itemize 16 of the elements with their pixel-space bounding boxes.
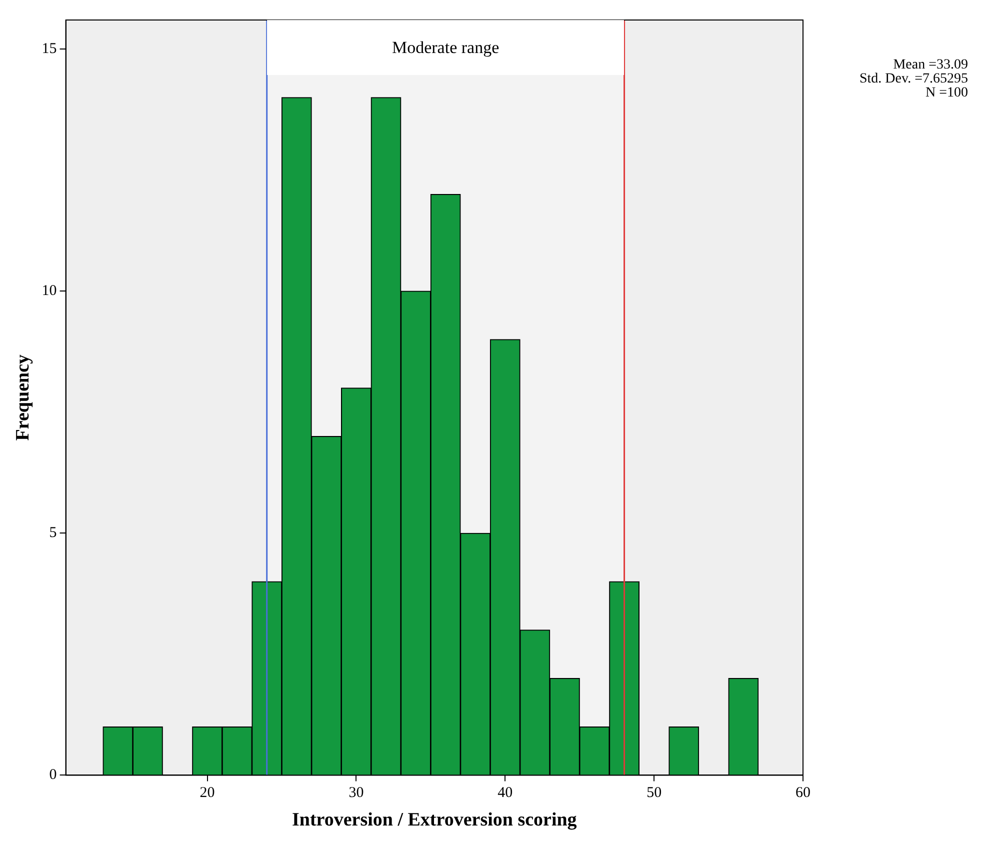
x-axis-title: Introversion / Extroversion scoring (292, 810, 578, 831)
y-tick-label: 0 (49, 767, 57, 784)
y-tick-label: 15 (42, 40, 57, 57)
x-tick-label: 40 (498, 785, 513, 802)
x-tick-label: 50 (646, 785, 662, 802)
x-tick-label: 30 (348, 785, 364, 802)
x-tick-label: 20 (200, 785, 215, 802)
band-label: Moderate range (392, 38, 500, 58)
text: N =100 (925, 86, 968, 101)
y-tick-label: 10 (42, 283, 57, 300)
text: Mean =33.09 (893, 58, 968, 73)
y-tick-label: 5 (49, 525, 57, 542)
y-axis-title: Frequency (12, 354, 34, 441)
x-tick-label: 60 (796, 785, 810, 802)
text: Std. Dev. =7.65295 (860, 72, 968, 87)
label-box: Moderate range (266, 20, 624, 75)
